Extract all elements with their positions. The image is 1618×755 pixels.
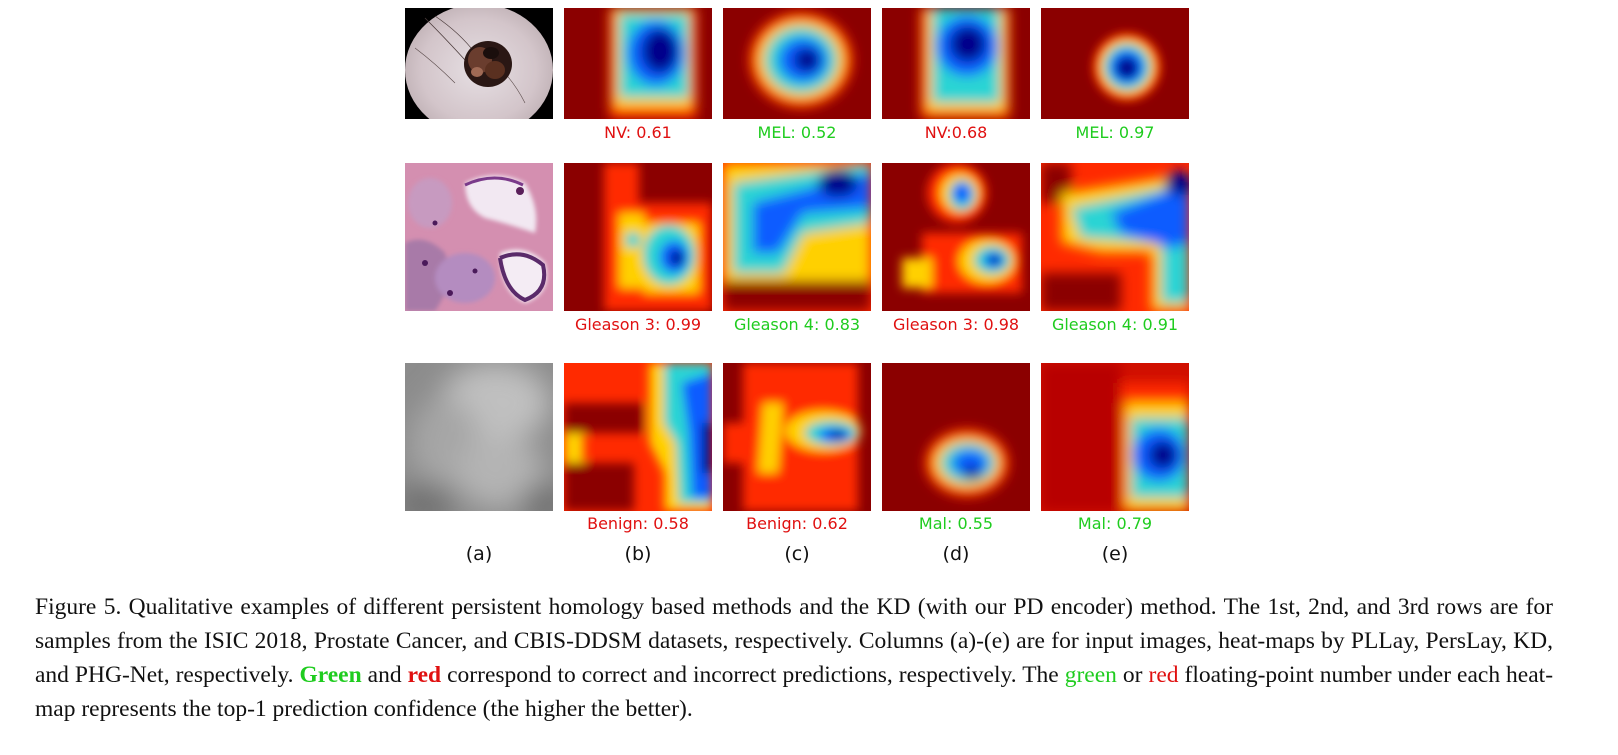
column-label-d: (d) bbox=[942, 543, 970, 565]
heatmap-e-row3 bbox=[1041, 363, 1189, 511]
column-label-c: (c) bbox=[784, 543, 810, 565]
caption-text: floating-point number under each heat-ma… bbox=[35, 662, 1554, 722]
heatmap-c-row3 bbox=[723, 363, 871, 511]
input-image-mammogram bbox=[405, 363, 553, 511]
prediction-label: Gleason 4: 0.83 bbox=[733, 315, 861, 334]
prediction-label: Gleason 3: 0.99 bbox=[574, 315, 702, 334]
prediction-label: Benign: 0.58 bbox=[587, 514, 689, 533]
figure-caption: Figure 5. Qualitative examples of differ… bbox=[35, 590, 1553, 726]
caption-text: or bbox=[1116, 662, 1149, 688]
input-image-prostate-histology bbox=[405, 163, 553, 311]
heatmap-c-row1 bbox=[723, 8, 871, 119]
caption-text: and bbox=[361, 662, 408, 688]
prediction-label: MEL: 0.52 bbox=[757, 123, 837, 142]
heatmap-d-row2 bbox=[882, 163, 1030, 311]
prediction-label: Gleason 3: 0.98 bbox=[892, 315, 1020, 334]
column-label-a: (a) bbox=[465, 543, 493, 565]
caption-green-word: green bbox=[1064, 662, 1117, 688]
prediction-label: Benign: 0.62 bbox=[746, 514, 848, 533]
column-label-b: (b) bbox=[624, 543, 652, 565]
heatmap-d-row3 bbox=[882, 363, 1030, 511]
prediction-label: MEL: 0.97 bbox=[1075, 123, 1155, 142]
prediction-label: NV:0.68 bbox=[924, 123, 988, 142]
column-label-e: (e) bbox=[1101, 543, 1129, 565]
figure-grid: NV: 0.61 MEL: 0.52 NV:0.68 MEL: 0.97 Gle… bbox=[405, 8, 1189, 565]
caption-green-bold: Green bbox=[299, 662, 362, 688]
caption-red-word: red bbox=[1148, 662, 1179, 688]
prediction-label: Mal: 0.79 bbox=[1077, 514, 1153, 533]
heatmap-d-row1 bbox=[882, 8, 1030, 119]
caption-text: Figure 5. Qualitative examples of differ… bbox=[35, 594, 1553, 688]
prediction-label: NV: 0.61 bbox=[604, 123, 672, 142]
prediction-label: Mal: 0.55 bbox=[918, 514, 994, 533]
heatmap-e-row2 bbox=[1041, 163, 1189, 311]
heatmap-b-row3 bbox=[564, 363, 712, 511]
heatmap-e-row1 bbox=[1041, 8, 1189, 119]
heatmap-b-row2 bbox=[564, 163, 712, 311]
prediction-label: Gleason 4: 0.91 bbox=[1051, 315, 1179, 334]
caption-red-bold: red bbox=[407, 662, 442, 688]
heatmap-c-row2 bbox=[723, 163, 871, 311]
caption-text: correspond to correct and incorrect pred… bbox=[441, 662, 1065, 688]
input-image-skin-lesion bbox=[405, 8, 553, 119]
heatmap-b-row1 bbox=[564, 8, 712, 119]
